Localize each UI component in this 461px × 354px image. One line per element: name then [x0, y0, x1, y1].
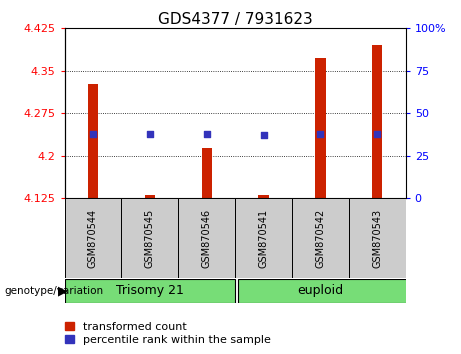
Point — [260, 132, 267, 138]
Text: ▶: ▶ — [58, 284, 67, 297]
Bar — [238, 279, 408, 303]
Bar — [178, 198, 235, 278]
Point — [373, 131, 381, 137]
Bar — [259, 195, 269, 198]
Point — [203, 131, 210, 137]
Bar — [121, 198, 178, 278]
Text: GSM870541: GSM870541 — [259, 209, 269, 268]
Text: genotype/variation: genotype/variation — [5, 286, 104, 296]
Point — [89, 131, 97, 137]
Bar — [201, 148, 212, 198]
Text: GSM870544: GSM870544 — [88, 209, 98, 268]
Point — [317, 131, 324, 137]
Bar — [88, 84, 98, 198]
Text: Trisomy 21: Trisomy 21 — [116, 284, 184, 297]
Bar — [145, 195, 155, 198]
Bar — [65, 279, 235, 303]
Text: GSM870545: GSM870545 — [145, 209, 155, 268]
Text: GSM870543: GSM870543 — [372, 209, 382, 268]
Bar — [235, 198, 292, 278]
Text: GSM870542: GSM870542 — [315, 209, 325, 268]
Title: GDS4377 / 7931623: GDS4377 / 7931623 — [158, 12, 313, 27]
Bar — [65, 198, 121, 278]
Text: euploid: euploid — [297, 284, 343, 297]
Legend: transformed count, percentile rank within the sample: transformed count, percentile rank withi… — [65, 322, 271, 345]
Bar — [292, 198, 349, 278]
Point — [146, 131, 154, 137]
Bar — [315, 58, 325, 198]
Text: GSM870546: GSM870546 — [201, 209, 212, 268]
Bar — [372, 45, 382, 198]
Bar — [349, 198, 406, 278]
